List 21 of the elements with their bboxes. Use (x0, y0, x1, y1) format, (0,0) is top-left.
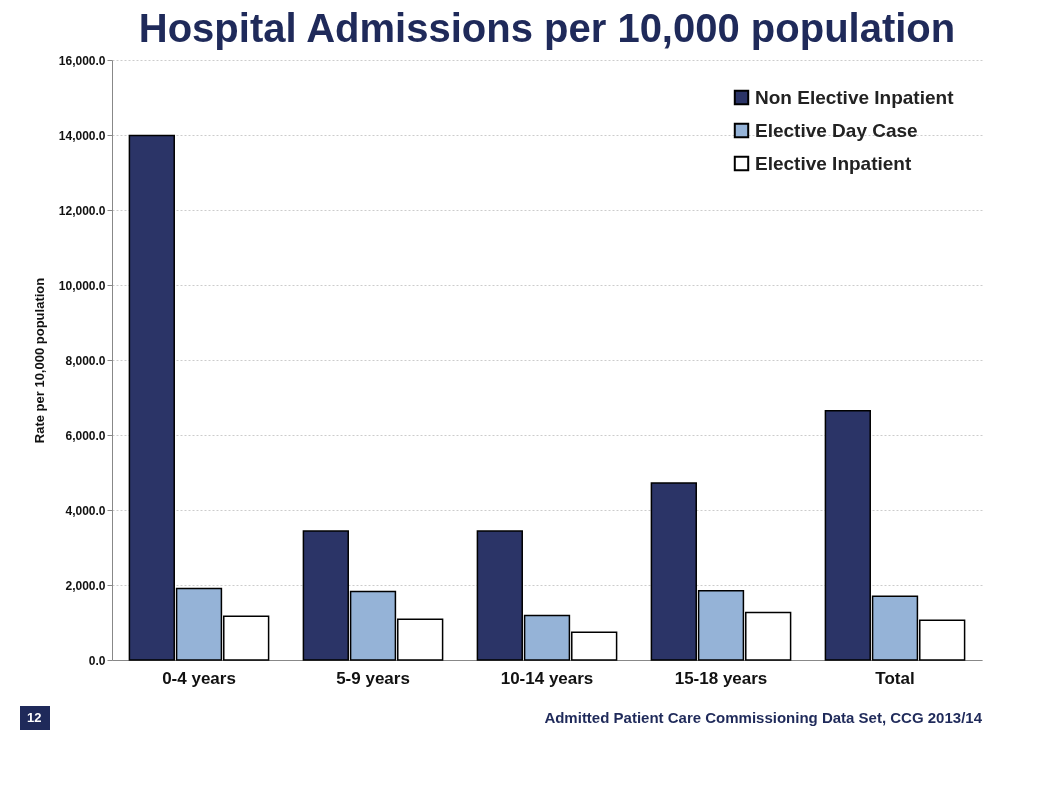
y-tick-label: 2,000.0 (65, 578, 106, 593)
text: 12 (27, 710, 42, 725)
text: Admitted Patient Care Commissioning Data Set, CCG 2013/14 (544, 709, 983, 726)
chart-title: Hospital Admissions per 10,000 population (138, 6, 956, 50)
x-tick-label: 10-14 years (500, 668, 594, 688)
legend-label: Elective Inpatient (755, 152, 912, 174)
y-tick-label: 16,000.0 (58, 53, 106, 68)
y-tick-label: 8,000.0 (65, 353, 106, 368)
x-tick-label: 15-18 years (674, 668, 768, 688)
x-tick-label: 5-9 years (336, 668, 410, 688)
y-tick-label: 14,000.0 (58, 128, 106, 143)
y-tick-label: 12,000.0 (58, 203, 106, 218)
y-tick-label: 4,000.0 (65, 503, 106, 518)
legend-label: Elective Day Case (755, 119, 918, 141)
y-tick-label: 10,000.0 (58, 278, 106, 293)
y-tick-label: 0.0 (88, 653, 106, 668)
legend-label: Non Elective Inpatient (755, 86, 955, 108)
x-tick-label: 0-4 years (162, 668, 236, 688)
y-axis-title: Rate per 10,000 population (31, 277, 47, 444)
y-tick-label: 6,000.0 (65, 428, 106, 443)
x-tick-label: Total (875, 668, 915, 688)
